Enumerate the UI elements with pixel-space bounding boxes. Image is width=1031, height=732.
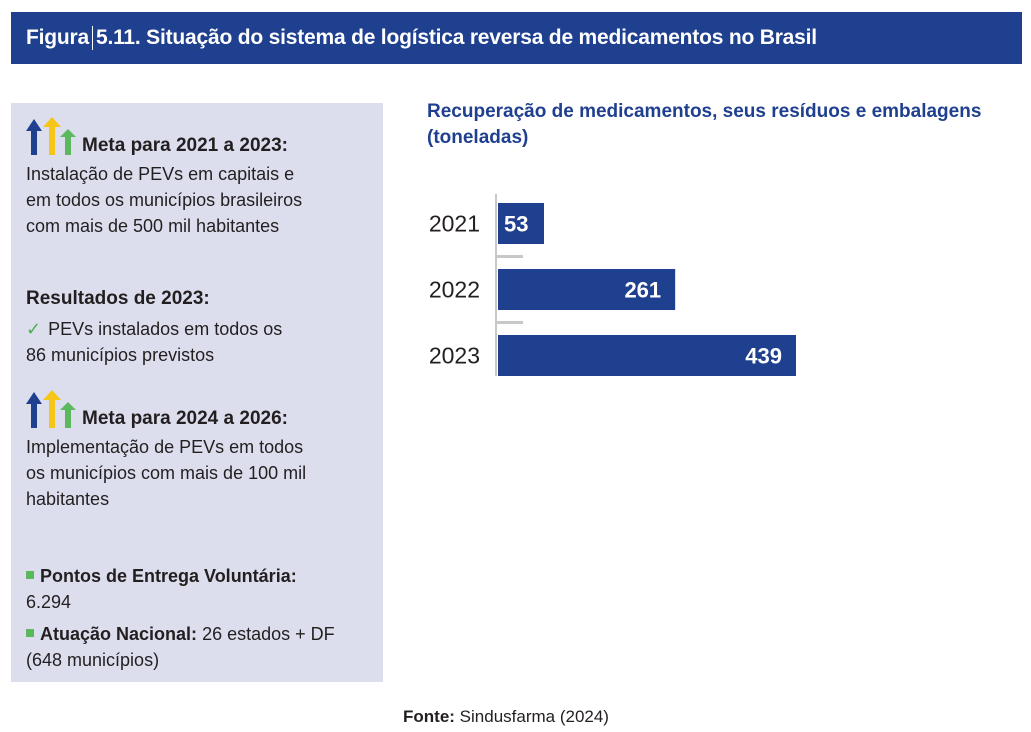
meta-2024-2026-title: Meta para 2024 a 2026:: [82, 408, 288, 429]
results-2023-title: Resultados de 2023:: [26, 288, 210, 309]
green-arrow-icon: [60, 402, 76, 428]
figure-label: Figura: [26, 26, 93, 50]
category-label-2022: 2022: [429, 277, 480, 303]
meta-2021-2023: Meta para 2021 a 2023: Instalação de PEV…: [26, 117, 376, 239]
pev-label-line: Pontos de Entrega Voluntária:: [26, 563, 376, 589]
bar-2022: [498, 269, 676, 310]
chart-title-line: Recuperação de medicamentos, seus resídu…: [427, 101, 982, 122]
check-icon: ✓: [26, 319, 42, 339]
text-line: Instalação de PEVs em capitais e: [26, 164, 295, 184]
bar-chart: 2021 53 2022 261 2023 439: [429, 194, 796, 376]
info-panel: Meta para 2021 a 2023: Instalação de PEV…: [11, 103, 383, 682]
bar-2021: [498, 203, 544, 244]
meta-2021-2023-title: Meta para 2021 a 2023:: [82, 135, 288, 156]
green-arrow-icon: [60, 129, 76, 155]
meta-2024-2026: Meta para 2024 a 2026: Implementação de …: [26, 390, 376, 512]
growth-arrows-icon: [26, 390, 76, 428]
national-line: Atuação Nacional: 26 estados + DF: [26, 621, 376, 647]
pev-value: 6.294: [26, 592, 72, 612]
source-label: Fonte:: [403, 707, 455, 726]
blue-arrow-icon: [26, 392, 42, 428]
text-line: com mais de 500 mil habitantes: [26, 216, 280, 236]
category-label-2023: 2023: [429, 343, 480, 369]
meta-2021-2023-text: Instalação de PEVs em capitais e em todo…: [26, 161, 376, 239]
national-value-municipios: (648 municípios): [26, 650, 160, 670]
stats-block: Pontos de Entrega Voluntária: 6.294 Atua…: [26, 563, 376, 673]
text-line: habitantes: [26, 489, 110, 509]
text-span: PEVs instalados em todos os: [48, 319, 283, 339]
text-line: os municípios com mais de 100 mil: [26, 463, 307, 483]
yellow-arrow-icon: [43, 390, 61, 428]
national-stat: Atuação Nacional: 26 estados + DF (648 m…: [26, 621, 376, 673]
chart-title: Recuperação de medicamentos, seus resídu…: [427, 99, 1017, 151]
text-line: em todos os municípios brasileiros: [26, 190, 303, 210]
results-2023-text: ✓ PEVs instalados em todos os 86 municíp…: [26, 316, 376, 368]
text-line: Implementação de PEVs em todos: [26, 437, 304, 457]
source-text: Sindusfarma (2024): [459, 707, 609, 726]
blue-arrow-icon: [26, 119, 42, 155]
meta-2021-2023-heading: Meta para 2021 a 2023:: [26, 117, 376, 157]
category-label-2021: 2021: [429, 211, 480, 237]
bar-2023: [498, 335, 796, 376]
yellow-arrow-icon: [43, 117, 61, 155]
text-line: 86 municípios previstos: [26, 345, 215, 365]
value-label-2022: 261: [624, 278, 661, 303]
bullet-icon: [26, 571, 34, 580]
meta-2024-2026-heading: Meta para 2024 a 2026:: [26, 390, 376, 430]
value-label-2021: 53: [504, 212, 528, 237]
national-label: Atuação Nacional:: [40, 624, 198, 644]
national-value: 26 estados + DF: [202, 624, 335, 644]
value-label-2023: 439: [745, 344, 782, 369]
meta-2024-2026-text: Implementação de PEVs em todos os municí…: [26, 434, 376, 512]
pev-label: Pontos de Entrega Voluntária:: [40, 566, 297, 586]
bullet-icon: [26, 629, 34, 638]
source-note: Fonte: Sindusfarma (2024): [403, 707, 609, 727]
results-2023: Resultados de 2023: ✓ PEVs instalados em…: [26, 286, 376, 368]
growth-arrows-icon: [26, 117, 76, 155]
figure-header: Figura 5.11. Situação do sistema de logí…: [11, 12, 1022, 64]
figure-title: 5.11. Situação do sistema de logística r…: [95, 26, 817, 49]
pev-stat: Pontos de Entrega Voluntária: 6.294: [26, 563, 376, 615]
chart-title-line: (toneladas): [427, 127, 529, 148]
text-line: ✓ PEVs instalados em todos os: [26, 316, 376, 342]
